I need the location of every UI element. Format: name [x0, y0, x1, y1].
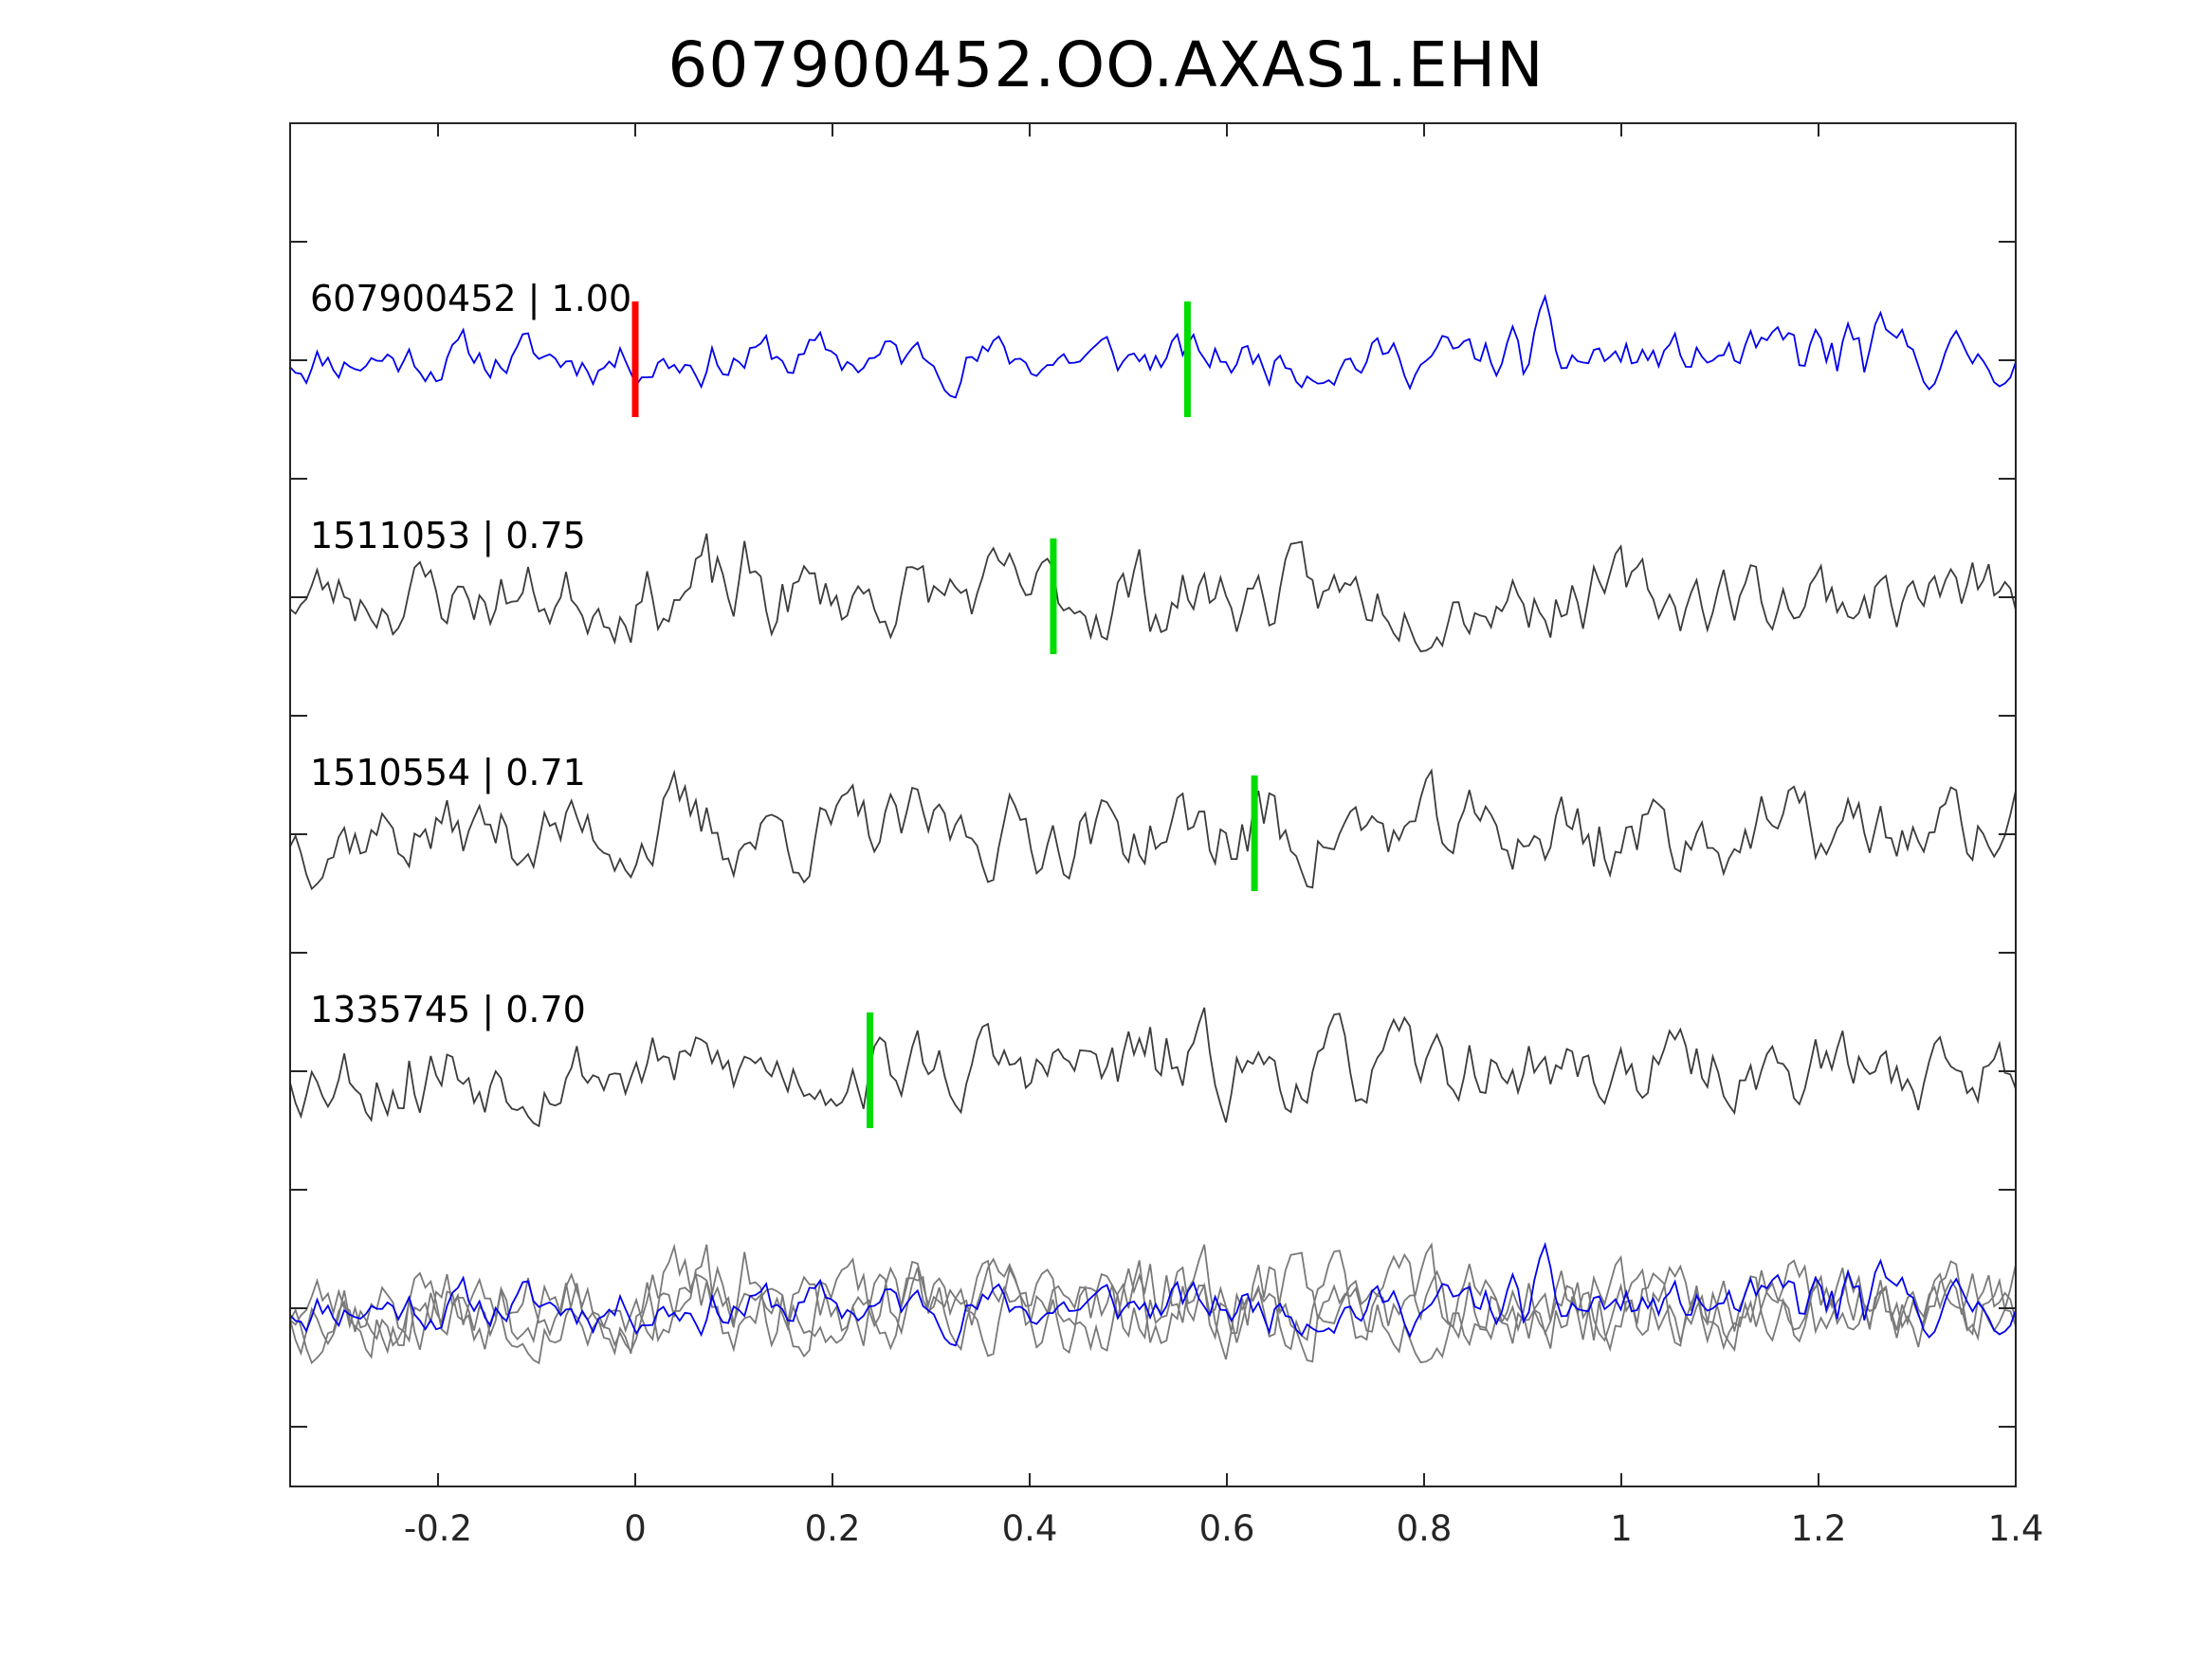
overlay-trace-3 [289, 1244, 2017, 1365]
trace-label-3: 1335745 | 0.70 [310, 989, 586, 1031]
x-tick-label-1: 0 [624, 1508, 647, 1549]
x-tick-label-8: 1.4 [1988, 1508, 2044, 1549]
x-tick-label-2: 0.2 [805, 1508, 861, 1549]
trace-line-0 [289, 293, 2017, 399]
trace-label-1: 1511053 | 0.75 [310, 515, 586, 557]
chart-title: 607900452.OO.AXAS1.EHN [667, 28, 1545, 101]
trace-line-2 [289, 768, 2017, 891]
overlay-trace-1 [289, 1244, 2017, 1364]
x-tick-label-7: 1.2 [1791, 1508, 1847, 1549]
overlay-trace-2 [289, 1242, 2017, 1365]
overlay-trace-0 [289, 1241, 2017, 1347]
picks-layer [631, 301, 1258, 1128]
trace-label-2: 1510554 | 0.71 [310, 752, 586, 794]
trace-label-0: 607900452 | 1.00 [310, 278, 631, 320]
trace-line-1 [289, 533, 2017, 653]
axes-box [289, 122, 2017, 1487]
x-tick-label-3: 0.4 [1002, 1508, 1058, 1549]
x-tick-label-4: 0.6 [1199, 1508, 1255, 1549]
x-tick-label-0: -0.2 [404, 1508, 472, 1549]
x-tick-label-5: 0.8 [1397, 1508, 1453, 1549]
x-tick-label-6: 1 [1610, 1508, 1633, 1549]
labels-layer: 607900452 | 1.00 1511053 | 0.75 1510554 | … [310, 278, 631, 1031]
trace-line-3 [289, 1007, 2017, 1128]
traces-layer [289, 293, 2017, 1365]
axes-layer: -0.2 0 0.2 0.4 0.6 0.8 1 1.2 1.4 [289, 122, 2044, 1549]
